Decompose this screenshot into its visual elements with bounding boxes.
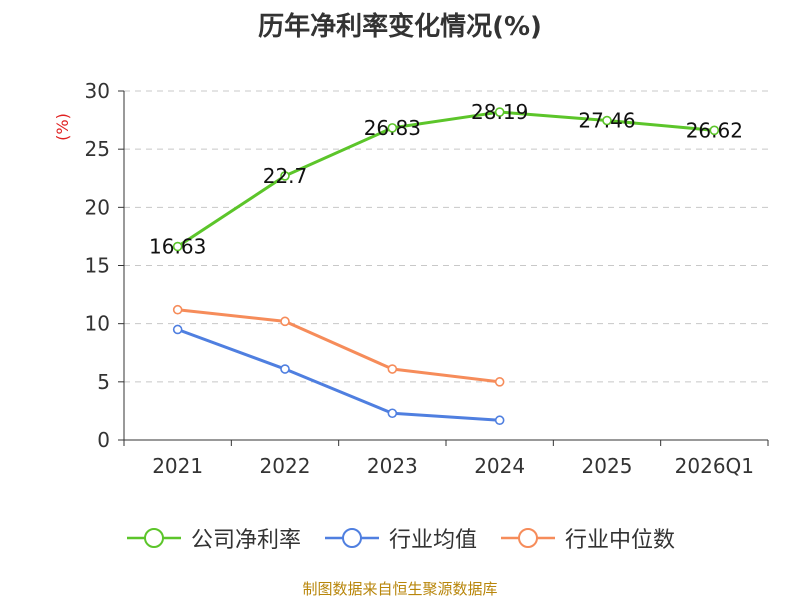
legend-marker-icon <box>501 528 555 548</box>
y-tick-label: 20 <box>85 195 110 219</box>
data-label: 26.62 <box>686 118 743 142</box>
data-point <box>602 115 612 126</box>
legend-marker-icon <box>126 528 181 548</box>
data-label: 22.7 <box>263 164 308 188</box>
data-point <box>387 408 398 419</box>
legend-item-0[interactable]: 公司净利率 <box>125 522 301 554</box>
x-tick-label: 2023 <box>367 454 418 478</box>
y-axis-unit-label: (%) <box>53 113 72 141</box>
legend-label: 行业均值 <box>388 528 477 553</box>
data-point <box>280 364 290 374</box>
x-tick-label: 2022 <box>260 454 311 478</box>
data-label: 28.19 <box>471 100 528 124</box>
y-tick-label: 0 <box>97 428 110 452</box>
y-tick-label: 25 <box>85 137 110 161</box>
source-note: 制图数据来自恒生聚源数据库 <box>302 580 498 598</box>
data-point <box>387 364 398 374</box>
chart-title: 历年净利率变化情况(%) <box>258 12 542 42</box>
legend-label: 公司净利率 <box>190 528 301 553</box>
y-tick-label: 5 <box>97 370 110 394</box>
data-point <box>709 125 720 136</box>
series-lines <box>172 107 720 426</box>
legend-item-2[interactable]: 行业中位数 <box>499 522 675 554</box>
data-point <box>494 107 505 117</box>
data-point <box>172 324 183 335</box>
data-point <box>494 415 505 426</box>
y-tick-label: 15 <box>85 254 110 278</box>
series-line-0 <box>176 110 716 249</box>
x-tick-label: 2025 <box>582 454 633 478</box>
data-point <box>280 171 290 181</box>
legend-label: 行业中位数 <box>565 528 676 553</box>
data-label: 16.63 <box>149 235 206 259</box>
x-tick-label: 2021 <box>152 454 203 478</box>
data-label: 26.83 <box>364 116 421 140</box>
data-point <box>172 241 183 252</box>
legend-marker-icon <box>324 528 379 548</box>
y-tick-label: 10 <box>85 312 110 336</box>
data-point <box>172 304 183 315</box>
data-point <box>387 123 398 133</box>
legend-item-1[interactable]: 行业均值 <box>323 522 477 554</box>
x-tick-label: 2024 <box>474 454 525 478</box>
grid-lines <box>124 90 768 383</box>
y-tick-label: 30 <box>85 79 110 103</box>
data-point <box>280 316 290 327</box>
series-line-1 <box>176 327 502 422</box>
legend: 公司净利率 行业均值 行业中位数 <box>0 520 800 556</box>
series-line-2 <box>176 308 502 384</box>
x-tick-label: 2026Q1 <box>675 454 754 478</box>
data-labels: 16.63 22.7 26.83 28.19 27.46 26.62 <box>149 100 743 258</box>
data-label: 27.46 <box>578 109 635 133</box>
data-point <box>494 377 505 387</box>
